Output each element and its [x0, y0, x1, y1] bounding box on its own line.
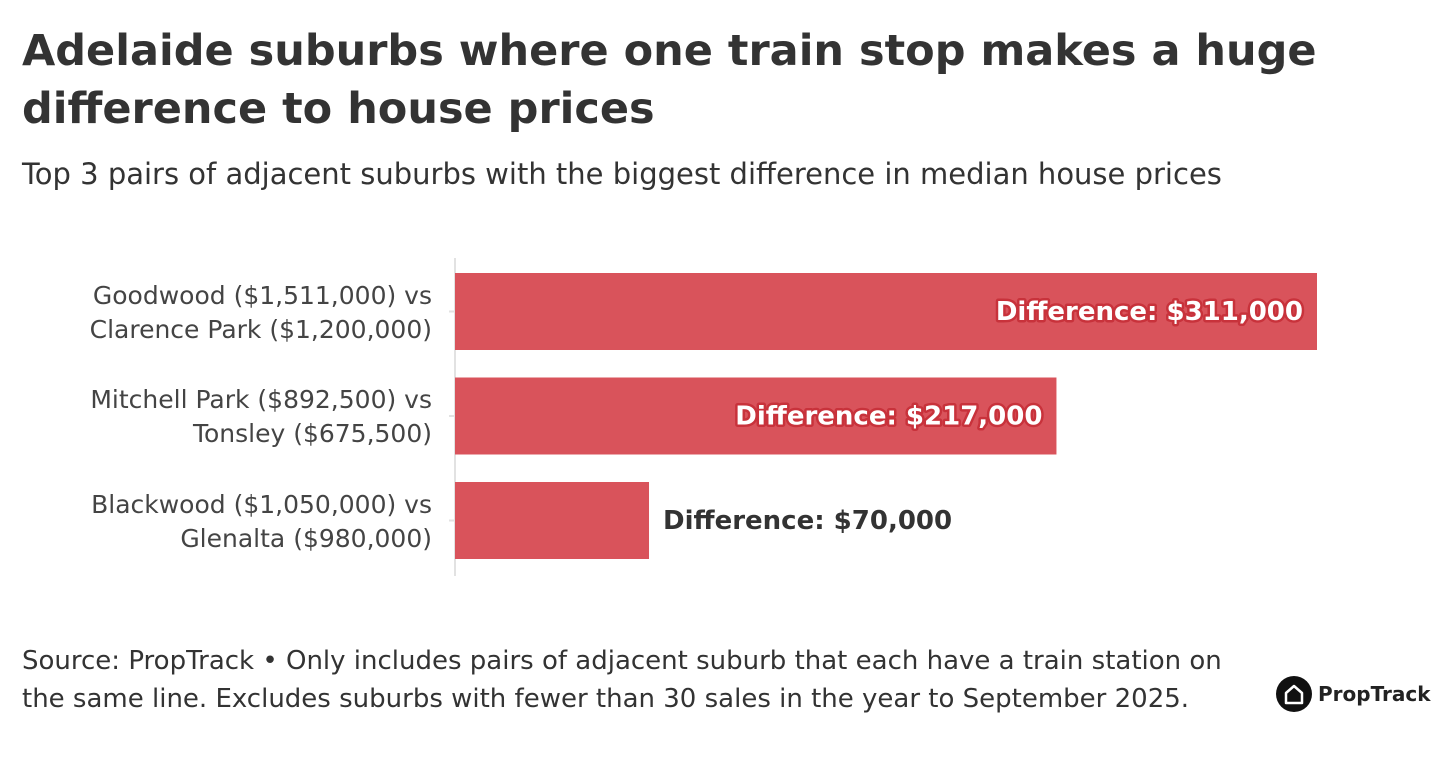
category-label: Blackwood ($1,050,000) vs Glenalta ($980… [91, 489, 432, 553]
bar [455, 377, 1057, 455]
category-label: Goodwood ($1,511,000) vs Clarence Park (… [89, 280, 432, 344]
bar [455, 482, 650, 559]
value-label: Difference: $70,000 [663, 506, 952, 536]
chart-title: Adelaide suburbs where one train stop ma… [22, 26, 1317, 134]
chart-subtitle: Top 3 pairs of adjacent suburbs with the… [22, 157, 1222, 191]
logo-text: PropTrack [1318, 682, 1431, 706]
category-label: Mitchell Park ($892,500) vs Tonsley ($67… [90, 385, 432, 448]
source-note: Source: PropTrack • Only includes pairs … [22, 646, 1222, 714]
logo: PropTrack [1276, 676, 1431, 712]
value-label: Difference: $311,000 [996, 297, 1303, 327]
bar [455, 273, 1317, 350]
logo-icon [1276, 676, 1312, 712]
value-label: Difference: $217,000 [735, 402, 1042, 432]
